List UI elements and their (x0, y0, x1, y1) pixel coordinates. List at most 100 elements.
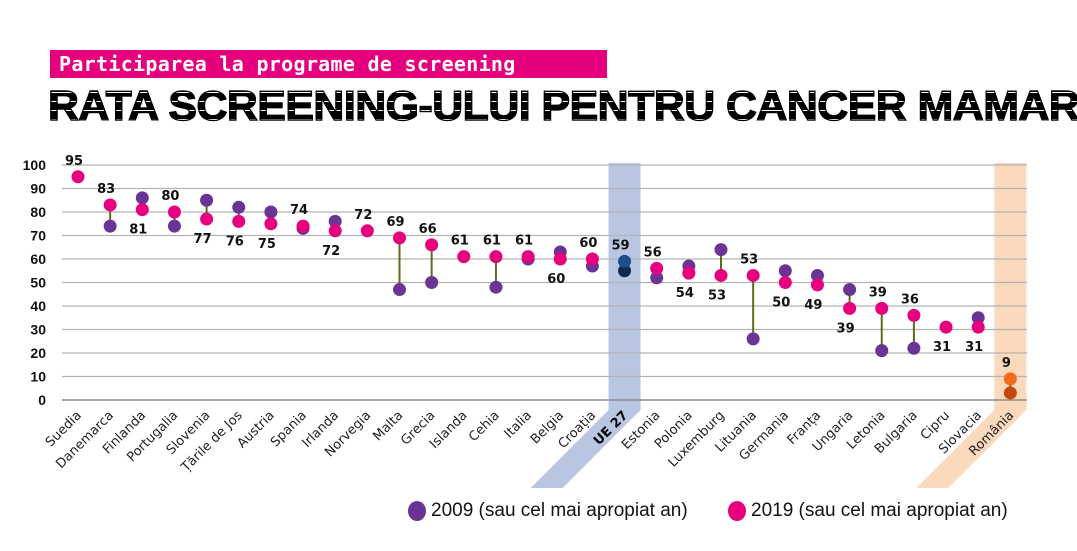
y-tick-label: 60 (30, 251, 46, 267)
point-2019-suedia (71, 170, 85, 184)
legend-item-2019: 2019 (sau cel mai apropiat an) (728, 500, 1008, 522)
point-2019-polonia (682, 266, 696, 280)
point-2019-norvegia (360, 224, 374, 238)
point-2009-malta (393, 283, 406, 297)
data-label-spania: 74 (290, 203, 308, 218)
point-2009-danemarca (103, 219, 117, 233)
data-label-polonia: 54 (676, 286, 694, 301)
data-label-germania: 50 (772, 296, 790, 311)
point-2009-finlanda (135, 191, 149, 205)
y-tick-label: 40 (30, 298, 46, 314)
legend-dot-2019 (728, 501, 746, 521)
data-label-suedia: 95 (65, 154, 83, 169)
data-label-slovacia: 31 (965, 340, 983, 355)
data-label-irlanda: 72 (322, 244, 340, 259)
point-2009-franta (810, 268, 824, 282)
point-2019-islanda (457, 250, 471, 264)
legend-label-2019: 2019 (sau cel mai apropiat an) (751, 500, 1008, 521)
point-2019-danemarca (103, 198, 117, 212)
chart-title: RATA SCREENING-ULUI PENTRU CANCER MAMAR (47, 83, 1077, 128)
data-label-bulgaria: 36 (901, 292, 919, 307)
highlight-band-ue-27 (530, 163, 641, 488)
data-label-cehia: 61 (483, 234, 501, 249)
data-label-cipru: 31 (933, 340, 951, 355)
point-2009-portugalia (167, 219, 181, 233)
y-tick-label: 0 (38, 392, 46, 408)
y-tick-label: 80 (30, 204, 46, 220)
data-label-belgia: 60 (547, 272, 565, 287)
data-label-norvegia: 72 (354, 208, 372, 223)
point-2019-lituania (746, 268, 760, 282)
data-label-ue-27: 59 (612, 238, 630, 253)
point-2019-irlanda (328, 224, 342, 238)
y-tick-label: 50 (30, 275, 46, 291)
data-label-estonia: 56 (644, 245, 662, 260)
point-2019-bulgaria (907, 308, 921, 322)
point-2009-germania (778, 264, 792, 278)
point-2009-romania (1003, 386, 1017, 400)
y-tick-label: 30 (30, 322, 46, 338)
point-2009-austria (264, 205, 278, 219)
legend-label-2009: 2009 (sau cel mai apropiat an) (431, 500, 688, 521)
point-2019-romania (1003, 372, 1017, 386)
point-2019-portugalia (167, 205, 181, 219)
point-2019-croatia (585, 252, 599, 266)
point-2009-tarile-de-jos (232, 200, 246, 214)
y-tick-label: 100 (23, 157, 47, 173)
point-2019-austria (264, 217, 278, 231)
y-tick-label: 10 (30, 369, 46, 385)
point-2019-slovenia (200, 212, 214, 226)
point-2019-franta (810, 278, 824, 292)
point-2009-slovenia (200, 193, 214, 207)
data-label-franta: 49 (804, 298, 822, 313)
point-2019-slovacia (971, 320, 985, 334)
data-label-slovenia: 77 (194, 232, 212, 247)
point-2019-ungaria (843, 301, 857, 315)
x-tick-label-cehia: Cehia (466, 408, 503, 445)
legend-dot-2009 (408, 501, 426, 521)
data-label-italia: 61 (515, 234, 533, 249)
point-2019-belgia (553, 252, 567, 266)
point-2019-luxemburg (714, 268, 728, 282)
data-label-croatia: 60 (579, 236, 597, 251)
data-label-islanda: 61 (451, 234, 469, 249)
point-2009-irlanda (328, 214, 342, 228)
data-label-austria: 75 (258, 237, 276, 252)
point-2009-estonia (650, 271, 664, 285)
point-2009-luxemburg (714, 243, 728, 257)
point-2009-ue-27 (618, 264, 632, 278)
point-2019-estonia (650, 261, 664, 275)
point-2019-malta (393, 231, 406, 245)
point-2009-slovacia (971, 311, 985, 325)
point-2009-letonia (875, 344, 889, 358)
point-2019-letonia (875, 301, 889, 315)
data-label-luxemburg: 53 (708, 288, 726, 303)
y-tick-label: 70 (30, 228, 46, 244)
data-label-portugalia: 80 (161, 189, 179, 204)
point-2019-cehia (489, 250, 503, 264)
y-tick-label: 90 (30, 181, 46, 197)
point-2019-italia (521, 250, 535, 264)
data-label-ungaria: 39 (837, 321, 855, 336)
point-2009-ungaria (843, 283, 857, 297)
highlight-band-romania (916, 163, 1027, 488)
point-2019-cipru (939, 320, 953, 334)
data-label-letonia: 39 (869, 285, 887, 300)
point-2009-lituania (746, 332, 760, 346)
point-2019-spania (296, 219, 310, 233)
point-2019-ue-27 (618, 254, 632, 268)
legend-item-2009: 2009 (sau cel mai apropiat an) (408, 500, 688, 522)
data-label-romania: 9 (1002, 356, 1011, 371)
point-2019-germania (778, 276, 792, 289)
chart-kicker: Participarea la programe de screening (50, 50, 607, 78)
data-label-finlanda: 81 (129, 223, 147, 238)
point-2019-grecia (425, 238, 439, 252)
point-2009-bulgaria (907, 341, 921, 355)
data-label-tarile-de-jos: 76 (226, 234, 244, 249)
point-2009-grecia (425, 276, 439, 289)
point-2009-cehia (489, 280, 503, 294)
y-tick-label: 20 (30, 345, 46, 361)
data-label-grecia: 66 (419, 222, 437, 237)
data-label-lituania: 53 (740, 252, 758, 267)
